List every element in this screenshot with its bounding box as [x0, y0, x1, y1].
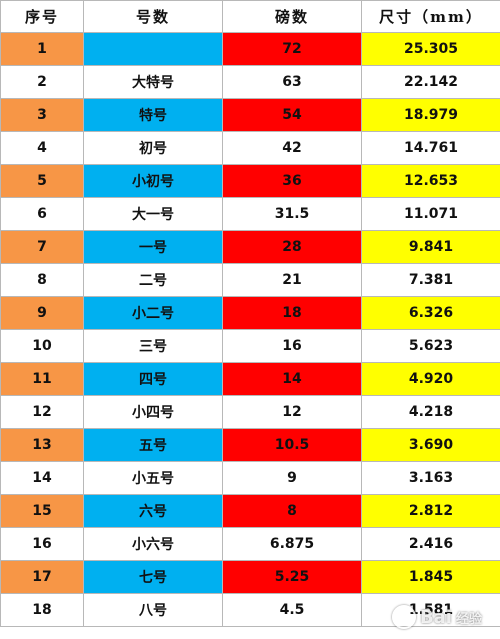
cell-size-name [83, 32, 223, 66]
table-row: 11 四号 14 4.920 [0, 362, 500, 396]
cell-millimeters: 9.841 [361, 230, 500, 264]
cell-size-name: 小二号 [83, 296, 223, 330]
cell-millimeters: 14.761 [361, 131, 500, 165]
table-row: 4 初号 42 14.761 [0, 131, 500, 165]
cell-millimeters: 2.812 [361, 494, 500, 528]
header-serial: 序号 [0, 0, 84, 33]
cell-points: 8 [222, 494, 362, 528]
cell-millimeters: 5.623 [361, 329, 500, 363]
cell-points: 28 [222, 230, 362, 264]
cell-points: 42 [222, 131, 362, 165]
cell-serial: 3 [0, 98, 84, 132]
cell-size-name: 大一号 [83, 197, 223, 231]
cell-millimeters: 18.979 [361, 98, 500, 132]
cell-millimeters: 25.305 [361, 32, 500, 66]
table-row: 5 小初号 36 12.653 [0, 164, 500, 198]
table-row: 3 特号 54 18.979 [0, 98, 500, 132]
cell-millimeters: 4.920 [361, 362, 500, 396]
cell-points: 12 [222, 395, 362, 429]
table-row: 10 三号 16 5.623 [0, 329, 500, 363]
cell-millimeters: 12.653 [361, 164, 500, 198]
cell-size-name: 小四号 [83, 395, 223, 429]
cell-serial: 7 [0, 230, 84, 264]
cell-millimeters: 1.845 [361, 560, 500, 594]
cell-size-name: 八号 [83, 593, 223, 627]
cell-points: 36 [222, 164, 362, 198]
cell-points: 4.5 [222, 593, 362, 627]
cell-points: 5.25 [222, 560, 362, 594]
cell-size-name: 特号 [83, 98, 223, 132]
cell-millimeters: 7.381 [361, 263, 500, 297]
cell-serial: 1 [0, 32, 84, 66]
cell-millimeters: 2.416 [361, 527, 500, 561]
cell-size-name: 三号 [83, 329, 223, 363]
table-body: 1 72 25.305 2 大特号 63 22.142 3 特号 54 18.979 4 初号 42 14.… [0, 32, 500, 627]
table-row: 18 八号 4.5 1.581 [0, 593, 500, 627]
cell-points: 21 [222, 263, 362, 297]
cell-millimeters: 3.690 [361, 428, 500, 462]
cell-size-name: 一号 [83, 230, 223, 264]
cell-size-name: 小初号 [83, 164, 223, 198]
cell-points: 18 [222, 296, 362, 330]
cell-serial: 4 [0, 131, 84, 165]
table-row: 15 六号 8 2.812 [0, 494, 500, 528]
cell-points: 54 [222, 98, 362, 132]
cell-points: 31.5 [222, 197, 362, 231]
cell-serial: 11 [0, 362, 84, 396]
cell-millimeters: 4.218 [361, 395, 500, 429]
cell-serial: 9 [0, 296, 84, 330]
cell-points: 10.5 [222, 428, 362, 462]
cell-serial: 15 [0, 494, 84, 528]
table-row: 2 大特号 63 22.142 [0, 65, 500, 99]
cell-serial: 17 [0, 560, 84, 594]
table-row: 7 一号 28 9.841 [0, 230, 500, 264]
cell-points: 9 [222, 461, 362, 495]
table-row: 12 小四号 12 4.218 [0, 395, 500, 429]
cell-size-name: 初号 [83, 131, 223, 165]
cell-millimeters: 3.163 [361, 461, 500, 495]
cell-serial: 10 [0, 329, 84, 363]
cell-millimeters: 6.326 [361, 296, 500, 330]
cell-millimeters: 1.581 [361, 593, 500, 627]
cell-size-name: 四号 [83, 362, 223, 396]
header-points: 磅数 [222, 0, 362, 33]
cell-serial: 5 [0, 164, 84, 198]
cell-serial: 16 [0, 527, 84, 561]
cell-serial: 14 [0, 461, 84, 495]
cell-points: 63 [222, 65, 362, 99]
cell-size-name: 七号 [83, 560, 223, 594]
cell-size-name: 二号 [83, 263, 223, 297]
cell-serial: 6 [0, 197, 84, 231]
cell-points: 14 [222, 362, 362, 396]
table-row: 13 五号 10.5 3.690 [0, 428, 500, 462]
cell-size-name: 六号 [83, 494, 223, 528]
cell-size-name: 五号 [83, 428, 223, 462]
cell-millimeters: 22.142 [361, 65, 500, 99]
cell-points: 6.875 [222, 527, 362, 561]
cell-size-name: 大特号 [83, 65, 223, 99]
cell-serial: 18 [0, 593, 84, 627]
cell-size-name: 小五号 [83, 461, 223, 495]
table-row: 6 大一号 31.5 11.071 [0, 197, 500, 231]
cell-millimeters: 11.071 [361, 197, 500, 231]
header-size-name: 号数 [83, 0, 223, 33]
table-row: 8 二号 21 7.381 [0, 263, 500, 297]
cell-serial: 2 [0, 65, 84, 99]
table-row: 17 七号 5.25 1.845 [0, 560, 500, 594]
table-row: 16 小六号 6.875 2.416 [0, 527, 500, 561]
cell-points: 72 [222, 32, 362, 66]
cell-serial: 8 [0, 263, 84, 297]
table-row: 14 小五号 9 3.163 [0, 461, 500, 495]
table-row: 9 小二号 18 6.326 [0, 296, 500, 330]
cell-serial: 13 [0, 428, 84, 462]
cell-serial: 12 [0, 395, 84, 429]
header-millimeters: 尺寸（mm） [361, 0, 500, 33]
cell-points: 16 [222, 329, 362, 363]
header-row: 序号 号数 磅数 尺寸（mm） [0, 0, 500, 33]
table-row: 1 72 25.305 [0, 32, 500, 66]
cell-size-name: 小六号 [83, 527, 223, 561]
